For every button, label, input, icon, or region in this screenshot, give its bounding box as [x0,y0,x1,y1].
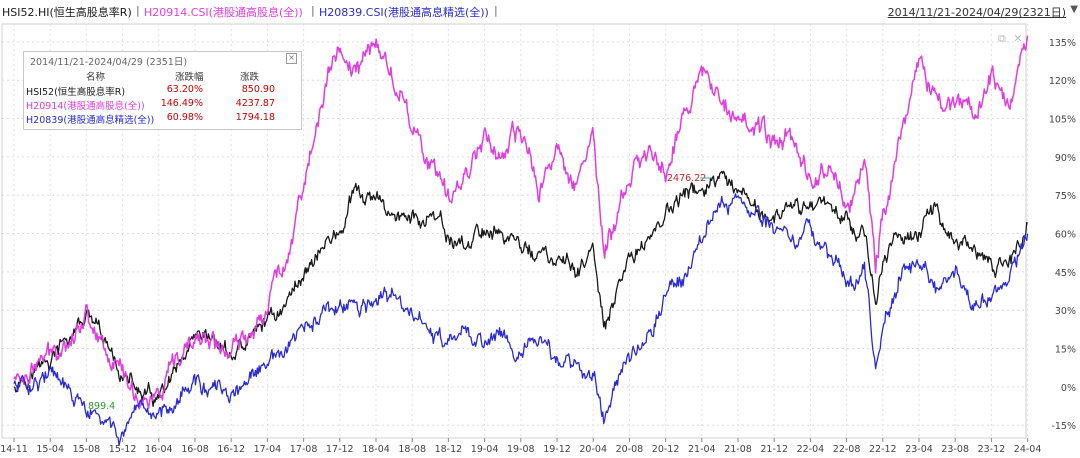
min-value-label: 899.4 [88,401,115,412]
x-tick-label: 18-12 [435,444,463,455]
series-layer [13,35,1029,447]
x-tick-label: 19-08 [507,444,535,455]
x-tick-label: 14-11 [0,444,28,455]
x-tick-label: 15-12 [109,444,137,455]
y-tick-label: 90% [1055,153,1076,164]
x-tick-label: 21-12 [760,444,788,455]
x-tick-label: 18-04 [362,444,390,455]
y-tick-label: 60% [1055,230,1076,241]
x-tick-label: 23-12 [978,444,1006,455]
y-tick-label: 135% [1049,38,1076,49]
x-tick-label: 15-04 [36,444,64,455]
x-tick-label: 22-04 [797,444,825,455]
x-tick-label: 21-04 [688,444,716,455]
column-header-name: 名称 [86,72,106,83]
row-pct: 146.49% [160,98,203,109]
x-tick-label: 16-04 [145,444,173,455]
legend-separator: | [311,4,315,17]
x-tick-label: 17-12 [326,444,354,455]
y-tick-label: 30% [1055,306,1076,317]
legend-series-h20914[interactable]: H20914.CSI(港股通高股息(全)) [144,6,303,19]
window-controls: ⧉ ✕ [998,32,1023,46]
info-panel-title: 2014/11/21-2024/04/29 (2351日) [30,57,188,68]
y-tick-label: 75% [1055,191,1076,202]
legend-series-hsi52[interactable]: HSI52.HI(恒生高股息率R) [2,6,132,19]
legend-series-h20839[interactable]: H20839.CSI(港股通高息精选(全)) [319,6,489,19]
series-line-h20839[interactable] [13,193,1029,447]
x-tick-label: 16-12 [217,444,245,455]
row-chg: 1794.18 [235,112,275,123]
series-line-h20914[interactable] [13,35,1029,410]
x-tick-label: 18-08 [398,444,426,455]
legend-separator: | [494,4,498,17]
legend-separator: | [136,4,140,17]
x-tick-label: 22-08 [833,444,861,455]
x-tick-label: 23-08 [941,444,969,455]
info-panel: 2014/11/21-2024/04/29 (2351日) × 名称 涨跌幅 涨… [23,51,302,130]
y-tick-label: 120% [1049,76,1076,87]
close-x-icon[interactable]: ✕ [1013,32,1023,45]
x-tick-label: 20-04 [579,444,607,455]
legend-header: HSI52.HI(恒生高股息率R) | H20914.CSI(港股通高股息(全)… [0,0,1080,20]
close-icon[interactable]: × [286,53,297,64]
table-row[interactable]: HSI52(恒生高股息率R) 63.20% 850.90 [24,84,301,98]
annotation-layer: 2476.22 899.4 [88,173,712,412]
x-tick-label: 19-12 [543,444,571,455]
column-header-chg: 涨跌 [240,72,260,83]
row-name: HSI52(恒生高股息率R) [26,87,126,98]
x-tick-label: 19-04 [471,444,499,455]
x-tick-label: 17-04 [254,444,282,455]
x-tick-label: 17-08 [290,444,318,455]
y-tick-label: 105% [1049,115,1076,126]
x-tick-label: 21-08 [724,444,752,455]
row-name: H20839(港股通高息精选(全)) [26,115,155,126]
x-tick-label: 20-12 [652,444,680,455]
row-name: H20914(港股通高股息(全)) [26,101,145,112]
y-tick-label: 15% [1055,345,1076,356]
x-tick-label: 16-08 [181,444,209,455]
series-line-hsi52[interactable] [13,170,1029,408]
axis-layer: 135% 120% 105% 90% 75% 60% 45% 30% 15% 0% -15% 14-1… [0,38,1076,455]
x-tick-label: 24-04 [1014,444,1042,455]
x-tick-label: 22-12 [869,444,897,455]
row-chg: 4237.87 [235,98,275,109]
y-tick-label: -15% [1051,421,1076,432]
max-value-label: 2476.22 [667,173,706,184]
row-chg: 850.90 [241,84,275,95]
y-tick-label: 0% [1061,383,1076,394]
row-pct: 60.98% [166,112,203,123]
date-range-selector[interactable]: 2014/11/21-2024/04/29(2321日) [887,6,1066,19]
column-header-pct: 涨跌幅 [175,72,204,83]
x-tick-label: 23-04 [905,444,933,455]
restore-icon[interactable]: ⧉ [998,32,1006,45]
triangle-down-icon[interactable]: ▼ [1070,4,1078,15]
row-pct: 63.20% [166,84,203,95]
x-tick-label: 15-08 [73,444,101,455]
y-tick-label: 45% [1055,268,1076,279]
table-row[interactable]: H20914(港股通高股息(全)) 146.49% 4237.87 [24,98,301,112]
table-row[interactable]: H20839(港股通高息精选(全)) 60.98% 1794.18 [24,112,301,126]
x-tick-label: 20-08 [616,444,644,455]
